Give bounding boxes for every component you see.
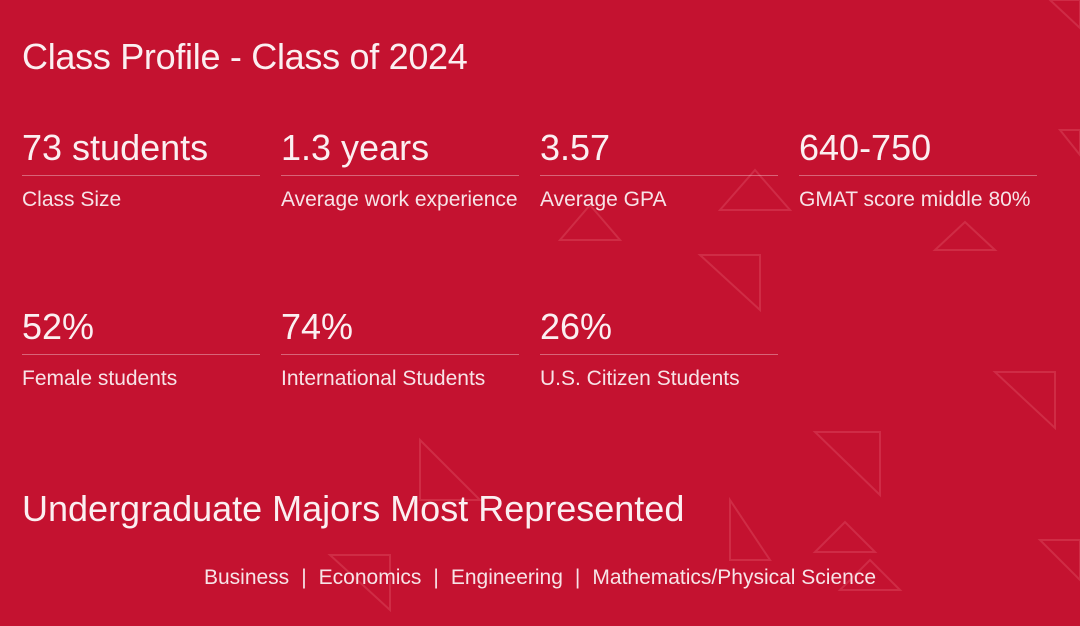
stat-value: 640-750 [799,127,932,168]
stat-value: 52% [22,306,95,347]
divider [540,175,778,176]
major-item: Economics [318,566,422,589]
stat-value: 74% [281,306,354,347]
stat-label: International Students [281,367,486,390]
stat-label: U.S. Citizen Students [540,367,740,390]
stat-value: 1.3 years [281,127,430,168]
separator: | [433,566,439,589]
divider [22,354,260,355]
divider [22,175,260,176]
major-item: Engineering [450,566,563,589]
stat-label: Female students [22,367,178,390]
stat-value: 73 students [22,127,209,168]
stat-work-experience: 1.3 years Average work experience [281,126,519,215]
divider [540,354,778,355]
separator: | [301,566,307,589]
stat-label: Average GPA [540,188,667,211]
stat-us-citizen: 26% U.S. Citizen Students [540,305,778,394]
divider [281,175,519,176]
major-item: Business [203,566,290,589]
stat-class-size: 73 students Class Size [22,126,260,215]
divider [799,175,1037,176]
majors-list: Business | Economics | Engineering | Mathemati… [0,566,1080,590]
majors-heading: Undergraduate Majors Most Represented [22,488,685,529]
stat-gmat: 640-750 GMAT score middle 80% [799,126,1037,215]
separator: | [574,566,581,589]
stat-value: 3.57 [540,127,611,168]
major-item: Mathematics/Physical Science [592,566,877,589]
stat-label: Average work experience [281,188,518,211]
stat-female: 52% Female students [22,305,260,394]
stat-international: 74% International Students [281,305,519,394]
divider [281,354,519,355]
page-title: Class Profile - Class of 2024 [22,36,468,77]
stat-value: 26% [540,306,613,347]
stat-label: Class Size [22,188,122,211]
stat-gpa: 3.57 Average GPA [540,126,778,215]
stat-label: GMAT score middle 80% [799,188,1031,211]
